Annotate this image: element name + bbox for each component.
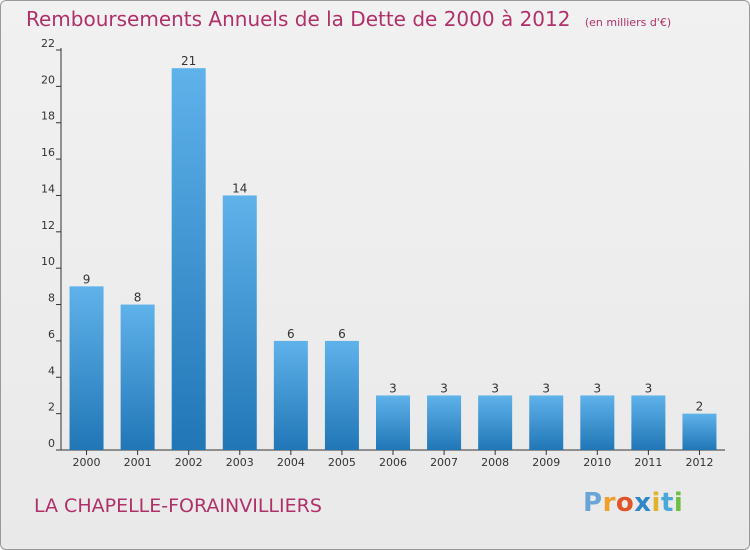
- data-label: 6: [287, 327, 295, 341]
- y-axis: 0 2 4 6 8 10 12 14 16 18 20 22: [41, 37, 62, 451]
- logo-letter: i: [651, 488, 661, 518]
- bar: [631, 395, 666, 450]
- x-tick-label: 2002: [175, 456, 203, 469]
- y-tick-label: 14: [41, 182, 55, 195]
- x-tick-label: 2000: [73, 456, 101, 469]
- data-label: 2: [696, 400, 704, 414]
- y-tick-label: 16: [41, 146, 55, 159]
- bar: [376, 395, 410, 450]
- y-tick-label: 20: [41, 73, 55, 86]
- bar: [222, 195, 257, 450]
- bar: [273, 340, 308, 450]
- y-tick-label: 18: [41, 110, 55, 123]
- data-label: 21: [181, 54, 196, 68]
- proxiti-logo[interactable]: Proxiti: [583, 488, 683, 518]
- logo-letter: P: [583, 488, 603, 518]
- bar: [69, 286, 104, 450]
- bar: [529, 395, 564, 450]
- data-label: 6: [338, 327, 346, 341]
- x-tick-label: 2010: [583, 456, 611, 469]
- x-tick-label: 2004: [277, 456, 305, 469]
- data-label: 3: [491, 381, 499, 395]
- bar: [682, 413, 717, 450]
- logo-letter: i: [673, 488, 684, 518]
- x-tick-label: 2003: [226, 456, 254, 469]
- y-tick-label: 4: [48, 364, 55, 377]
- y-tick-label: 2: [48, 401, 55, 414]
- data-label: 14: [232, 181, 247, 195]
- x-tick-label: 2012: [685, 456, 713, 469]
- x-tick-label: 2005: [328, 456, 356, 469]
- data-label: 9: [83, 272, 91, 286]
- data-label: 3: [389, 381, 397, 395]
- x-tick-label: 2007: [430, 456, 458, 469]
- y-tick-label: 6: [48, 328, 55, 341]
- data-label: 3: [645, 381, 653, 395]
- x-tick-label: 2001: [124, 456, 152, 469]
- y-tick-label: 12: [41, 219, 55, 232]
- logo-letter: r: [602, 488, 616, 518]
- x-tick-label: 2006: [379, 456, 407, 469]
- bar: [580, 395, 615, 450]
- x-tick-label: 2008: [481, 456, 509, 469]
- logo-letter: o: [615, 488, 635, 518]
- bar: [427, 395, 462, 450]
- data-label: 3: [440, 381, 448, 395]
- chart-title-text: Remboursements Annuels de la Dette de 20…: [26, 7, 571, 31]
- chart-title: Remboursements Annuels de la Dette de 20…: [26, 7, 671, 31]
- bar: [478, 395, 513, 450]
- bar: [120, 304, 155, 450]
- y-tick-label: 0: [48, 437, 55, 450]
- data-label: 3: [593, 381, 601, 395]
- data-labels: 9 8 21 14 6 6 3 3 3 3 3 3 2: [83, 54, 704, 413]
- data-label: 8: [134, 291, 142, 305]
- bar-chart: 0 2 4 6 8 10 12 14 16 18 20 22 2000 2001 2002 2003 2004…: [41, 37, 725, 469]
- logo-letter: x: [634, 488, 652, 518]
- town-name: LA CHAPELLE-FORAINVILLIERS: [34, 495, 322, 517]
- y-tick-label: 8: [48, 292, 55, 305]
- bar: [324, 340, 359, 450]
- x-tick-label: 2011: [634, 456, 662, 469]
- bars: [69, 68, 717, 450]
- y-tick-label: 22: [41, 37, 55, 50]
- y-tick-label: 10: [41, 255, 55, 268]
- data-label: 3: [542, 381, 550, 395]
- x-axis: 2000 2001 2002 2003 2004 2005 2006 2007 2008 2009…: [61, 449, 725, 469]
- x-tick-label: 2009: [532, 456, 560, 469]
- chart-subtitle: (en milliers d'€): [584, 16, 672, 29]
- logo-letter: t: [660, 488, 674, 518]
- bar: [171, 68, 206, 450]
